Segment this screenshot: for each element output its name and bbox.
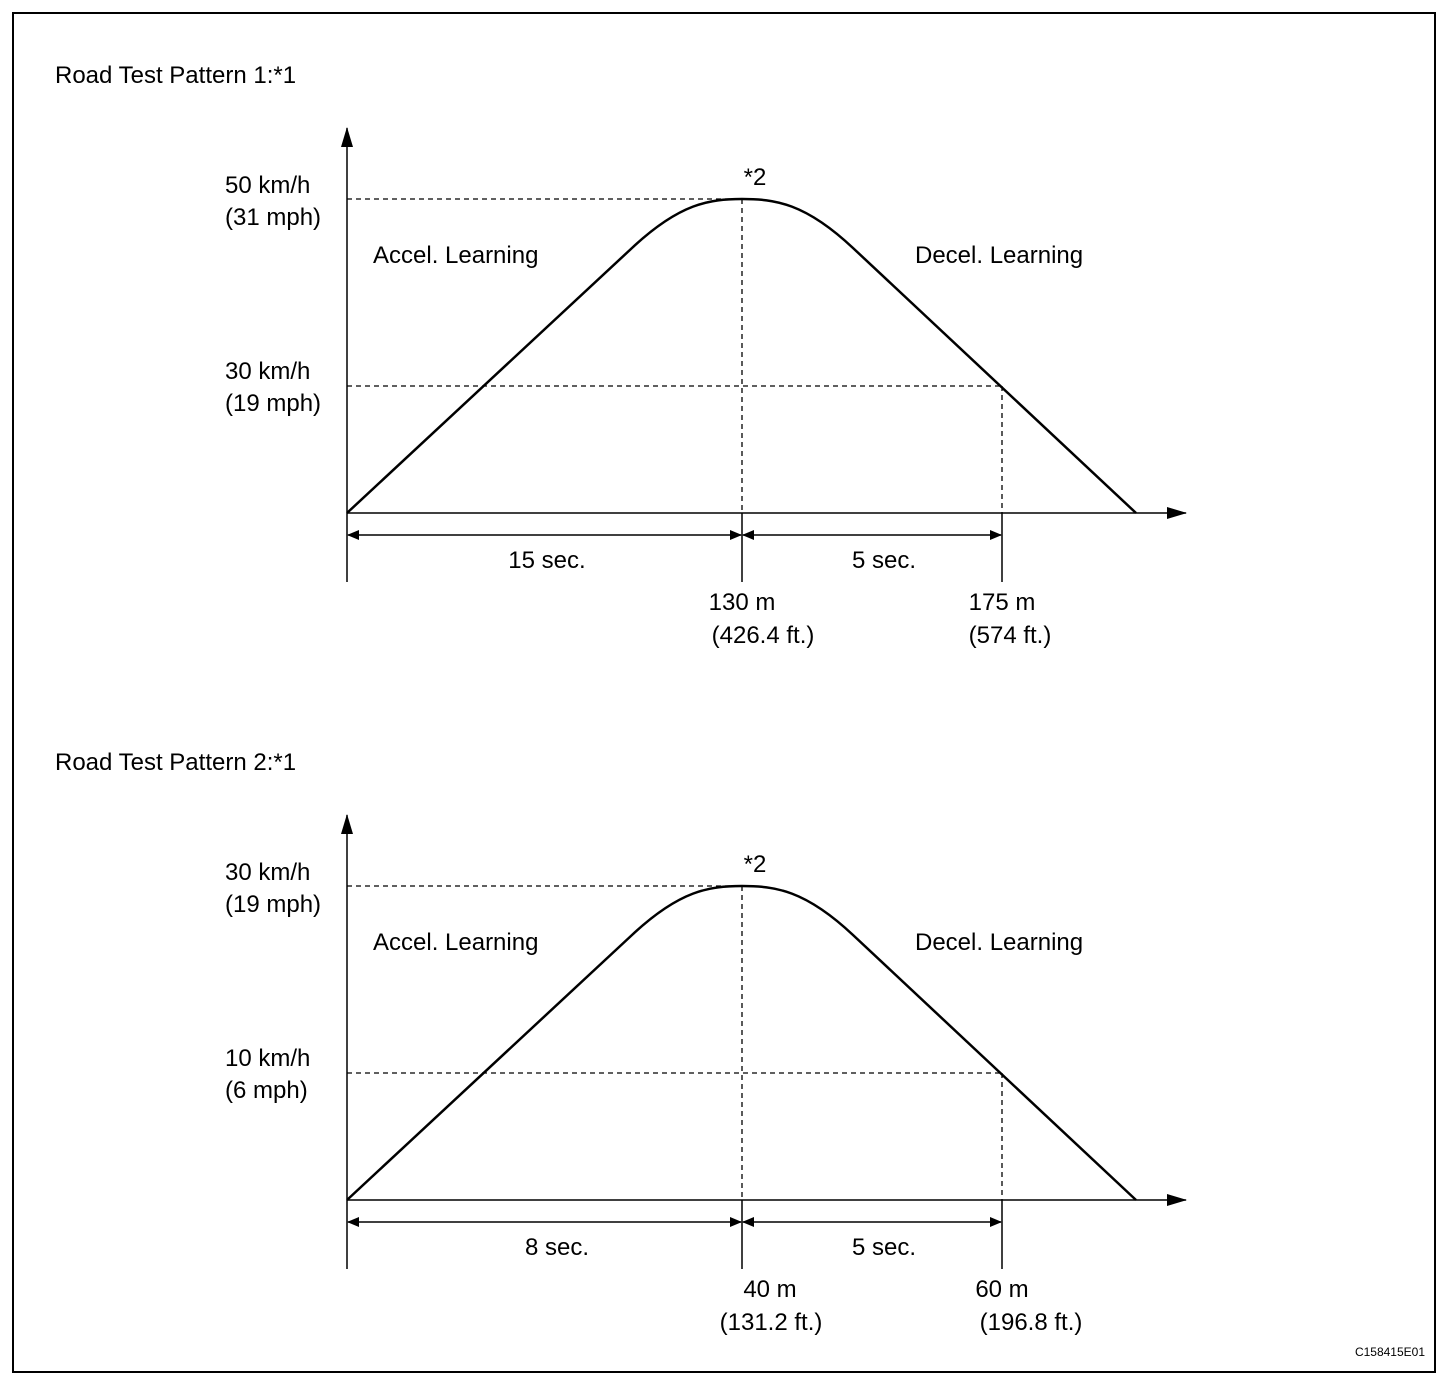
distance-label: 175 m	[969, 589, 1036, 616]
phase-label: Accel. Learning	[373, 242, 538, 269]
duration-label: 8 sec.	[525, 1234, 589, 1261]
speed-label: 10 km/h	[225, 1045, 310, 1072]
speed-label: (31 mph)	[225, 204, 321, 231]
speed-label: (6 mph)	[225, 1077, 308, 1104]
speed-curve	[346, 197, 1137, 514]
speed-curve	[346, 884, 1137, 1201]
pattern-title: Road Test Pattern 1:*1	[55, 62, 296, 89]
speed-label: 50 km/h	[225, 172, 310, 199]
distance-label: 130 m	[709, 589, 776, 616]
peak-note: *2	[744, 164, 767, 191]
pattern: Road Test Pattern 1:*1 *2 50 km/h (31 mph) 3…	[55, 62, 1187, 649]
speed-label: 30 km/h	[225, 859, 310, 886]
speed-label: (19 mph)	[225, 891, 321, 918]
phase-label: Decel. Learning	[915, 929, 1083, 956]
distance-label: (131.2 ft.)	[720, 1309, 823, 1336]
frame	[12, 12, 1436, 1373]
distance-label: 60 m	[975, 1276, 1028, 1303]
peak-note: *2	[744, 851, 767, 878]
duration-label: 5 sec.	[852, 547, 916, 574]
pattern-title: Road Test Pattern 2:*1	[55, 749, 296, 776]
duration-label: 5 sec.	[852, 1234, 916, 1261]
pattern: Road Test Pattern 2:*1 *2 30 km/h (19 mph) 1…	[55, 749, 1187, 1336]
speed-label: (19 mph)	[225, 390, 321, 417]
phase-label: Accel. Learning	[373, 929, 538, 956]
distance-label: 40 m	[743, 1276, 796, 1303]
distance-label: (196.8 ft.)	[980, 1309, 1083, 1336]
distance-label: (426.4 ft.)	[712, 622, 815, 649]
duration-label: 15 sec.	[508, 547, 585, 574]
speed-label: 30 km/h	[225, 358, 310, 385]
distance-label: (574 ft.)	[969, 622, 1052, 649]
phase-label: Decel. Learning	[915, 242, 1083, 269]
figure-id: C158415E01	[1355, 1345, 1425, 1359]
